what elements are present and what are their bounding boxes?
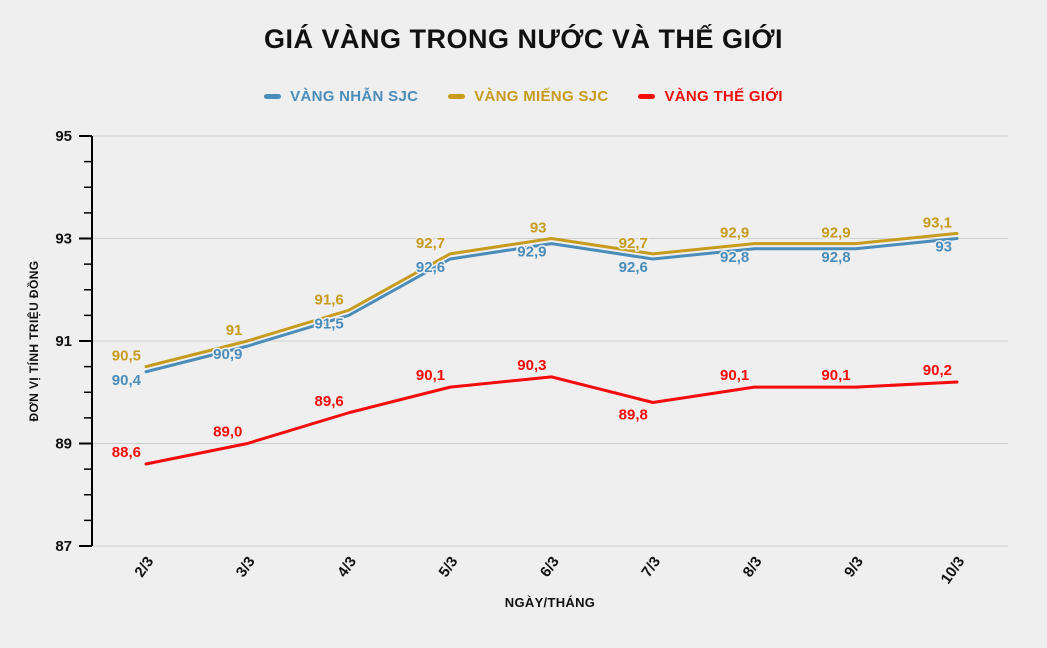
data-point-label: 91,6 [315, 291, 344, 308]
x-tick-label: 2/3 [131, 554, 157, 581]
data-point-label: 90,3 [517, 357, 546, 374]
legend-label: VÀNG THẾ GIỚI [664, 88, 783, 105]
series-line-1 [144, 231, 959, 369]
legend-item-vang-nhan-sjc: VÀNG NHẪN SJC [264, 88, 418, 105]
data-point-label: 90,1 [821, 367, 850, 384]
data-point-label: 88,6 [112, 444, 141, 461]
data-point-label: 92,7 [619, 235, 648, 252]
legend-item-vang-the-gioi: VÀNG THẾ GIỚI [638, 88, 783, 105]
data-point-label: 90,2 [923, 362, 952, 379]
legend: VÀNG NHẪN SJC VÀNG MIẾNG SJC VÀNG THẾ GI… [0, 88, 1047, 105]
y-tick-label: 89 [55, 436, 72, 453]
series-line-0 [144, 237, 959, 374]
y-axis-title: ĐƠN VỊ TÍNH TRIỆU ĐỒNG [26, 260, 41, 421]
data-point-label: 89,8 [619, 407, 648, 424]
data-point-label: 89,6 [315, 393, 344, 410]
legend-label: VÀNG NHẪN SJC [290, 88, 419, 105]
x-tick-label: 7/3 [638, 554, 664, 581]
data-point-label: 92,9 [517, 244, 546, 261]
series-line-2 [144, 375, 959, 466]
y-tick-label: 91 [55, 333, 72, 350]
data-point-label: 90,1 [720, 367, 749, 384]
chart-title: GIÁ VÀNG TRONG NƯỚC VÀ THẾ GIỚI [264, 24, 783, 54]
x-axis-title: NGÀY/THÁNG [505, 595, 595, 610]
x-tick-label: 4/3 [334, 554, 360, 581]
legend-swatch-vang-nhan-icon [264, 94, 282, 99]
y-tick-label: 95 [55, 128, 72, 145]
legend-item-vang-mieng-sjc: VÀNG MIẾNG SJC [448, 88, 608, 105]
data-point-label: 91 [226, 322, 243, 339]
legend-swatch-vang-the-gioi-icon [638, 94, 656, 99]
legend-label: VÀNG MIẾNG SJC [474, 88, 609, 105]
x-tick-label: 6/3 [537, 554, 563, 581]
data-point-label: 93 [530, 220, 547, 237]
y-tick-label: 93 [55, 231, 72, 248]
x-tick-label: 8/3 [740, 554, 766, 581]
data-point-label: 90,4 [112, 372, 142, 389]
x-tick-label: 3/3 [233, 554, 259, 581]
data-point-label: 92,9 [821, 225, 850, 242]
legend-swatch-vang-mieng-icon [448, 94, 466, 99]
data-point-label: 90,9 [213, 346, 242, 363]
x-tick-label: 5/3 [436, 554, 462, 581]
x-tick-label: 9/3 [841, 554, 867, 581]
data-point-label: 91,5 [315, 315, 344, 332]
data-point-label: 93 [935, 239, 952, 256]
data-point-label: 92,6 [416, 259, 445, 276]
data-point-label: 92,8 [821, 249, 850, 266]
y-tick-label: 87 [55, 538, 72, 555]
data-point-label: 90,5 [112, 348, 141, 365]
data-point-label: 92,6 [619, 259, 648, 276]
data-point-label: 93,1 [923, 214, 952, 231]
data-point-label: 92,9 [720, 225, 749, 242]
data-point-label: 92,7 [416, 235, 445, 252]
data-point-label: 89,0 [213, 424, 242, 441]
data-point-label: 90,1 [416, 367, 445, 384]
data-point-label: 92,8 [720, 249, 749, 266]
x-tick-label: 10/3 [938, 554, 969, 588]
